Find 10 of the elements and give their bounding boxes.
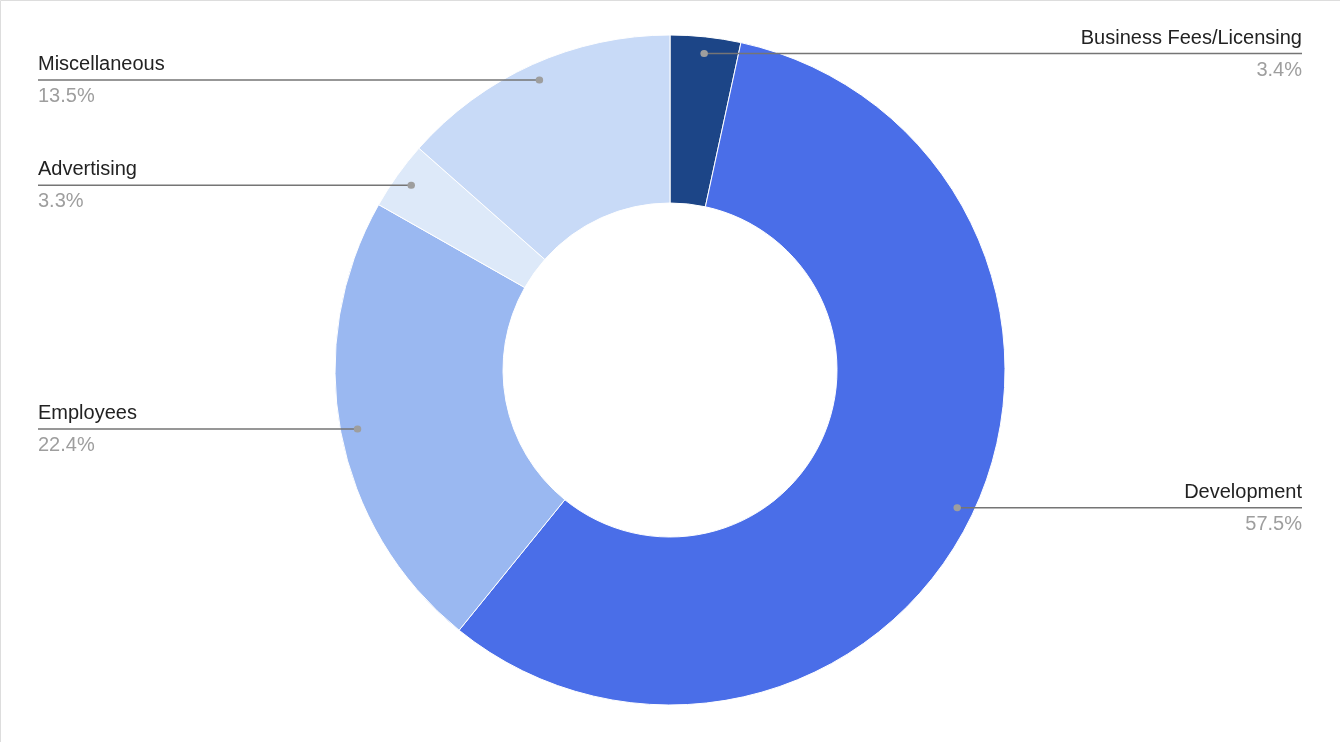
- data-label: 3.4%: [1256, 57, 1303, 80]
- data-label: 57.5%: [1245, 511, 1303, 534]
- slice-label: Business Fees/Licensing: [1080, 25, 1302, 48]
- slice-label: Employees: [38, 401, 137, 424]
- slice-label: Advertising: [38, 157, 137, 180]
- data-label: 3.3%: [38, 189, 84, 212]
- slice-label: Miscellaneous: [38, 51, 165, 74]
- slice-label: Development: [1184, 479, 1303, 502]
- data-label: 13.5%: [38, 83, 95, 106]
- data-label: 22.4%: [38, 433, 95, 456]
